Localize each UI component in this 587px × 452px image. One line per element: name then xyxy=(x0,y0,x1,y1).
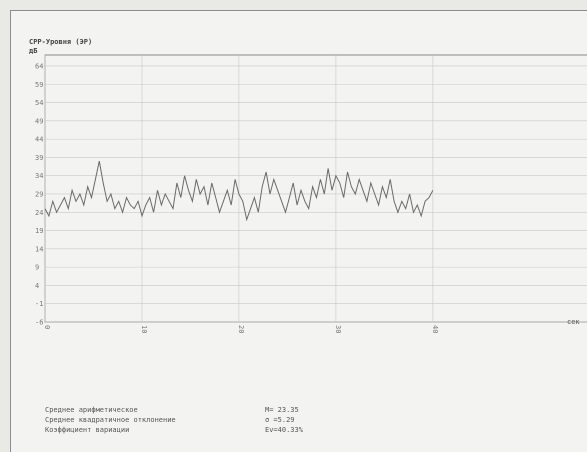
stats-value: Ev=40.33% xyxy=(265,426,303,434)
y-tick-label: 49 xyxy=(35,117,43,125)
stats-value: σ =5.29 xyxy=(265,416,295,424)
y-tick-label: 24 xyxy=(35,209,43,217)
y-tick-label: 29 xyxy=(35,190,43,198)
stats-value: М= 23.35 xyxy=(265,406,299,414)
statistics-block: Среднее арифметическое М= 23.35 Среднее … xyxy=(45,405,303,435)
y-tick-label: 34 xyxy=(35,172,43,180)
plot-frame xyxy=(44,54,587,323)
stats-label: Коэффициент вариации xyxy=(45,426,130,434)
stats-row-stddev: Среднее квадратичное отклонение σ =5.29 xyxy=(45,415,303,425)
x-axis-label: сек xyxy=(567,318,580,326)
chart-sheet: -6 -1 4 9 14 19 24 29 34 39 44 49 54 59 64 0 10 20 30 40 СРР… xyxy=(10,10,587,452)
chart-title: СРР-Уровня (ЭР) xyxy=(29,38,92,46)
y-tick-label: -1 xyxy=(35,300,43,308)
x-tick-label: 40 xyxy=(431,325,439,333)
y-tick-label: 39 xyxy=(35,154,43,162)
y-tick-label: 54 xyxy=(35,99,43,107)
x-tick-label: 20 xyxy=(237,325,245,333)
y-tick-label: 59 xyxy=(35,81,43,89)
stats-row-variation: Коэффициент вариации Ev=40.33% xyxy=(45,425,303,435)
y-axis-label: дБ xyxy=(29,47,37,55)
x-tick-label: 10 xyxy=(140,325,148,333)
y-tick-label: 9 xyxy=(35,264,39,272)
x-tick-label: 30 xyxy=(334,325,342,333)
stats-label: Среднее квадратичное отклонение xyxy=(45,416,176,424)
stats-row-mean: Среднее арифметическое М= 23.35 xyxy=(45,405,303,415)
y-tick-label: 4 xyxy=(35,282,39,290)
stats-label: Среднее арифметическое xyxy=(45,406,138,414)
y-tick-label: 14 xyxy=(35,245,43,253)
y-tick-label: -6 xyxy=(35,319,43,327)
y-tick-label: 44 xyxy=(35,136,43,144)
x-tick-label: 0 xyxy=(43,325,51,329)
level-series-line xyxy=(44,160,434,222)
y-tick-label: 64 xyxy=(35,62,43,70)
y-tick-label: 19 xyxy=(35,227,43,235)
